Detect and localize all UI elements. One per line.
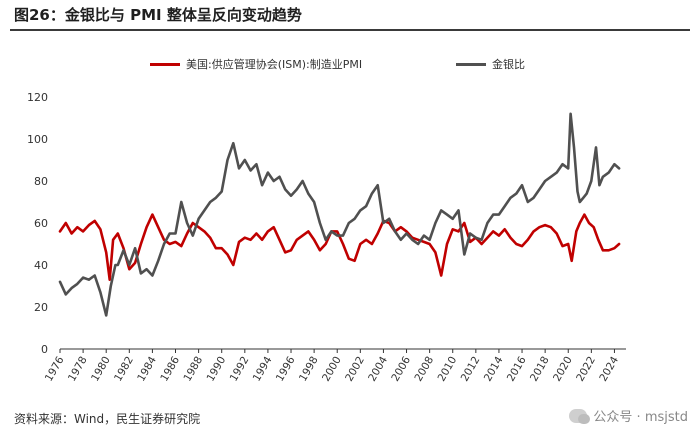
watermark: 公众号 · msjstd bbox=[569, 406, 688, 425]
x-tick-label: 2018 bbox=[528, 355, 552, 384]
legend-swatch-pmi bbox=[150, 62, 180, 66]
legend-swatch-gold-silver bbox=[456, 62, 486, 66]
x-tick-label: 1978 bbox=[66, 355, 90, 384]
wechat-icon bbox=[569, 408, 591, 424]
x-tick-label: 1988 bbox=[181, 355, 205, 384]
x-tick-label: 2012 bbox=[459, 355, 483, 384]
legend-item-gold-silver: 金银比 bbox=[456, 56, 525, 72]
y-tick-label: 40 bbox=[34, 259, 48, 272]
x-tick-label: 2002 bbox=[343, 355, 367, 384]
x-tick-label: 1984 bbox=[135, 354, 159, 383]
y-tick-label: 100 bbox=[27, 133, 48, 146]
legend: 美国:供应管理协会(ISM):制造业PMI 金银比 bbox=[0, 56, 700, 74]
x-tick-label: 2022 bbox=[574, 355, 598, 384]
y-tick-label: 120 bbox=[27, 91, 48, 104]
legend-label-pmi: 美国:供应管理协会(ISM):制造业PMI bbox=[186, 58, 363, 71]
y-tick-label: 80 bbox=[34, 175, 48, 188]
x-tick-label: 1986 bbox=[158, 354, 182, 383]
x-tick-label: 1998 bbox=[297, 355, 321, 384]
legend-label-gold-silver: 金银比 bbox=[492, 58, 525, 71]
x-tick-label: 2016 bbox=[505, 354, 529, 383]
chart-title: 图26：金银比与 PMI 整体呈反向变动趋势 bbox=[14, 6, 302, 24]
x-tick-label: 1994 bbox=[251, 354, 275, 383]
watermark-text: 公众号 · msjstd bbox=[593, 410, 688, 425]
x-tick-label: 1996 bbox=[274, 354, 298, 383]
x-tick-label: 2024 bbox=[597, 354, 621, 383]
source-note: 资料来源：Wind，民生证券研究院 bbox=[14, 412, 201, 426]
x-tick-label: 2004 bbox=[366, 354, 390, 383]
x-tick-label: 1980 bbox=[89, 355, 113, 384]
x-tick-label: 2010 bbox=[436, 355, 460, 384]
legend-item-pmi: 美国:供应管理协会(ISM):制造业PMI bbox=[150, 56, 362, 72]
title-rule bbox=[10, 29, 690, 31]
x-tick-label: 1976 bbox=[43, 354, 67, 383]
x-tick-label: 2014 bbox=[482, 354, 506, 383]
y-tick-label: 20 bbox=[34, 301, 48, 314]
x-tick-label: 2008 bbox=[412, 355, 436, 384]
series-line-pmi bbox=[58, 213, 621, 281]
x-tick-label: 2000 bbox=[320, 355, 344, 384]
y-tick-label: 60 bbox=[34, 217, 48, 230]
x-tick-label: 2020 bbox=[551, 355, 575, 384]
x-tick-label: 1982 bbox=[112, 355, 136, 384]
x-tick-label: 2006 bbox=[389, 354, 413, 383]
x-tick-label: 1990 bbox=[205, 355, 229, 384]
series-line-gold-silver-ratio bbox=[58, 112, 621, 317]
x-tick-label: 1992 bbox=[228, 355, 252, 384]
y-tick-label: 0 bbox=[41, 343, 48, 356]
